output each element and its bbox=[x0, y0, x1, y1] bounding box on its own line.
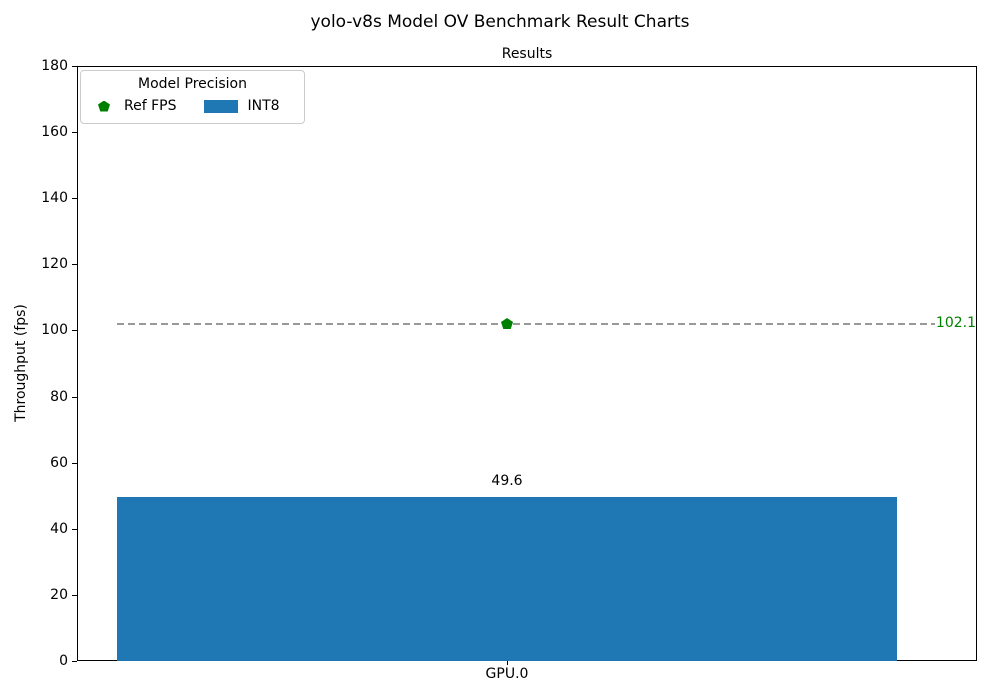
bar-value-label: 49.6 bbox=[491, 473, 523, 490]
legend-label-int8: INT8 bbox=[247, 98, 280, 114]
int8-bar bbox=[117, 497, 897, 661]
ref-fps-dashed-line bbox=[117, 323, 935, 325]
y-tick-mark bbox=[72, 396, 77, 398]
y-tick-mark bbox=[72, 594, 77, 596]
ref-fps-legend-marker-icon bbox=[98, 100, 110, 112]
y-tick-label: 0 bbox=[59, 653, 68, 669]
figure-title: yolo-v8s Model OV Benchmark Result Chart… bbox=[310, 12, 690, 32]
y-tick-mark bbox=[72, 264, 77, 266]
y-tick-label: 180 bbox=[41, 58, 68, 74]
y-tick-label: 60 bbox=[50, 454, 68, 471]
y-tick-mark bbox=[72, 66, 77, 67]
y-tick-label: 160 bbox=[41, 124, 68, 141]
y-tick-mark bbox=[72, 132, 77, 134]
y-tick-mark bbox=[72, 528, 77, 530]
ref-fps-pentagon-marker-icon bbox=[501, 318, 513, 329]
y-tick-label: 140 bbox=[41, 190, 68, 207]
x-tick-label-gpu0: GPU.0 bbox=[485, 666, 529, 682]
ref-value-label: 102.1 bbox=[935, 315, 976, 331]
y-tick-mark bbox=[72, 661, 77, 662]
y-tick-label: 100 bbox=[41, 322, 68, 339]
y-tick-label: 20 bbox=[50, 586, 68, 603]
y-tick-mark bbox=[72, 198, 77, 200]
y-tick-mark bbox=[72, 330, 77, 332]
legend-title: Model Precision bbox=[138, 76, 247, 92]
x-tick-mark bbox=[507, 661, 508, 665]
axes-title: Results bbox=[501, 46, 553, 62]
y-tick-label: 120 bbox=[41, 256, 68, 273]
legend: Model Precision Ref FPS INT8 bbox=[80, 70, 305, 124]
legend-row: Ref FPS INT8 bbox=[81, 98, 304, 114]
y-tick-label: 40 bbox=[50, 520, 68, 537]
y-tick-mark bbox=[72, 462, 77, 464]
y-tick-label: 80 bbox=[50, 388, 68, 405]
int8-legend-swatch-icon bbox=[204, 99, 239, 113]
legend-label-ref-fps: Ref FPS bbox=[124, 98, 177, 114]
